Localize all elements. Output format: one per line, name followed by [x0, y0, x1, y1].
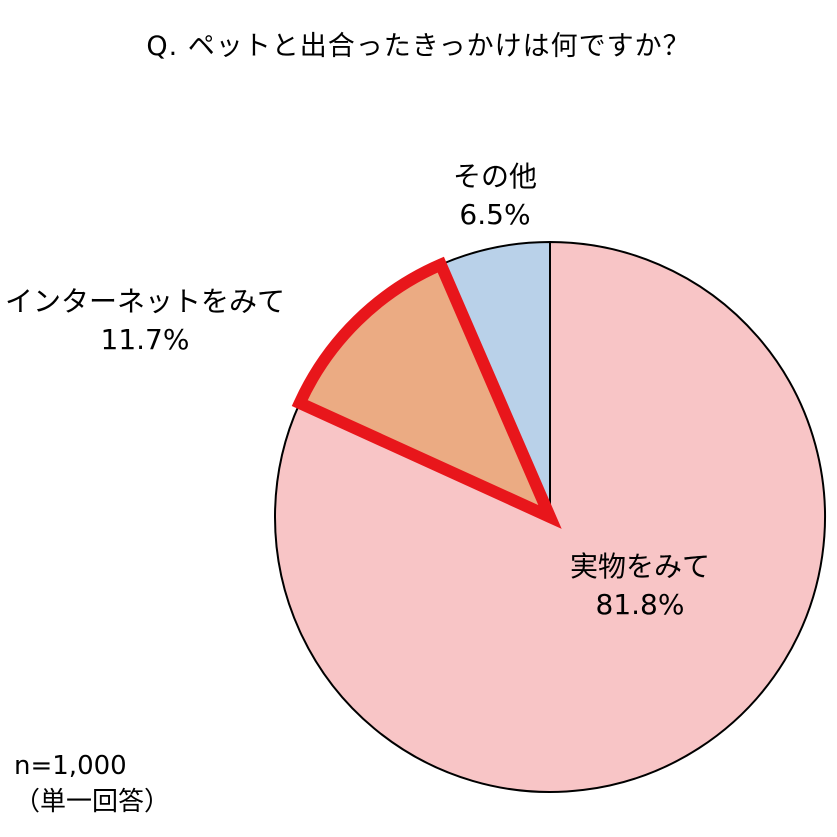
slice-name: 実物をみて: [569, 550, 710, 583]
slice-label-jitsubutsu: 実物をみて 81.8%: [545, 548, 735, 624]
sample-note: n=1,000 （単一回答）: [14, 748, 170, 820]
slice-value: 81.8%: [595, 588, 685, 621]
slice-name: インターネットをみて: [4, 285, 285, 318]
slice-value: 6.5%: [459, 198, 531, 231]
slice-label-other: その他 6.5%: [410, 158, 580, 234]
slice-label-internet: インターネットをみて 11.7%: [0, 283, 290, 359]
sample-size: n=1,000: [14, 751, 127, 781]
slice-name: その他: [452, 160, 537, 193]
slice-value: 11.7%: [100, 323, 190, 356]
chart-title: Q. ペットと出合ったきっかけは何ですか？: [146, 31, 691, 62]
highlight-outline: [291, 256, 562, 529]
answer-type: （単一回答）: [14, 787, 171, 817]
